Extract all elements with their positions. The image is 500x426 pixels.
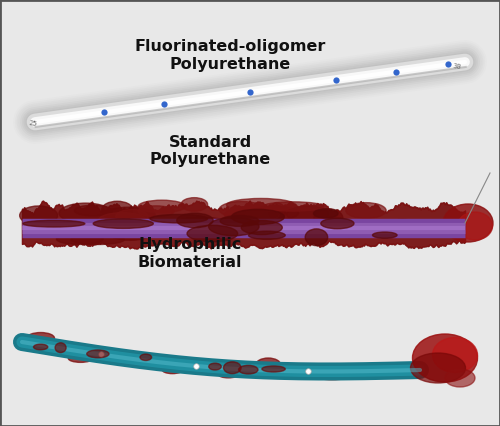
Ellipse shape (382, 219, 422, 236)
Ellipse shape (410, 353, 466, 383)
Ellipse shape (93, 219, 154, 228)
Ellipse shape (443, 204, 493, 242)
Ellipse shape (129, 226, 182, 235)
Ellipse shape (208, 363, 222, 370)
Ellipse shape (226, 199, 295, 211)
Text: Standard
Polyurethane: Standard Polyurethane (150, 135, 270, 167)
Ellipse shape (106, 223, 154, 240)
Text: 25: 25 (28, 121, 38, 127)
Text: Hydrophilic
Biomaterial: Hydrophilic Biomaterial (138, 237, 242, 270)
Ellipse shape (232, 209, 284, 225)
Ellipse shape (314, 209, 338, 218)
Ellipse shape (219, 201, 264, 218)
Ellipse shape (116, 210, 148, 224)
Ellipse shape (34, 344, 48, 350)
Text: 30: 30 (452, 63, 462, 71)
Ellipse shape (103, 207, 155, 222)
Ellipse shape (262, 366, 285, 372)
Ellipse shape (256, 358, 281, 372)
Ellipse shape (178, 217, 224, 226)
Ellipse shape (218, 371, 238, 378)
Ellipse shape (285, 223, 320, 233)
Ellipse shape (316, 374, 349, 380)
Ellipse shape (59, 203, 112, 223)
Ellipse shape (432, 337, 478, 372)
Ellipse shape (412, 334, 478, 382)
Ellipse shape (346, 203, 386, 219)
Ellipse shape (74, 205, 112, 216)
Ellipse shape (20, 206, 58, 225)
Ellipse shape (330, 221, 368, 237)
Ellipse shape (56, 234, 103, 245)
Ellipse shape (258, 221, 310, 234)
Text: Fluorinated-oligomer
Polyurethane: Fluorinated-oligomer Polyurethane (134, 39, 326, 72)
Ellipse shape (102, 201, 133, 218)
Ellipse shape (208, 217, 259, 236)
Ellipse shape (68, 354, 93, 363)
Ellipse shape (138, 206, 174, 217)
Ellipse shape (138, 200, 186, 213)
Ellipse shape (224, 362, 241, 374)
Ellipse shape (55, 343, 66, 353)
Ellipse shape (268, 203, 285, 220)
Ellipse shape (296, 226, 311, 236)
Ellipse shape (71, 235, 124, 245)
Ellipse shape (458, 212, 492, 240)
Ellipse shape (140, 354, 151, 360)
Ellipse shape (250, 206, 298, 220)
Ellipse shape (224, 207, 280, 223)
Ellipse shape (150, 214, 208, 223)
Ellipse shape (262, 202, 324, 211)
Ellipse shape (445, 369, 475, 387)
Ellipse shape (238, 366, 258, 374)
Ellipse shape (305, 229, 328, 246)
Ellipse shape (321, 218, 354, 229)
Ellipse shape (187, 225, 238, 242)
Ellipse shape (286, 206, 329, 222)
Ellipse shape (119, 352, 146, 365)
Ellipse shape (181, 198, 208, 211)
Ellipse shape (241, 221, 282, 235)
Ellipse shape (314, 209, 343, 227)
Ellipse shape (162, 366, 182, 374)
Ellipse shape (176, 213, 213, 227)
Ellipse shape (322, 223, 347, 232)
Ellipse shape (98, 213, 146, 228)
Ellipse shape (372, 232, 397, 238)
Ellipse shape (248, 231, 285, 239)
Ellipse shape (86, 350, 109, 358)
Ellipse shape (23, 220, 85, 227)
Ellipse shape (220, 216, 259, 226)
Ellipse shape (27, 333, 54, 344)
